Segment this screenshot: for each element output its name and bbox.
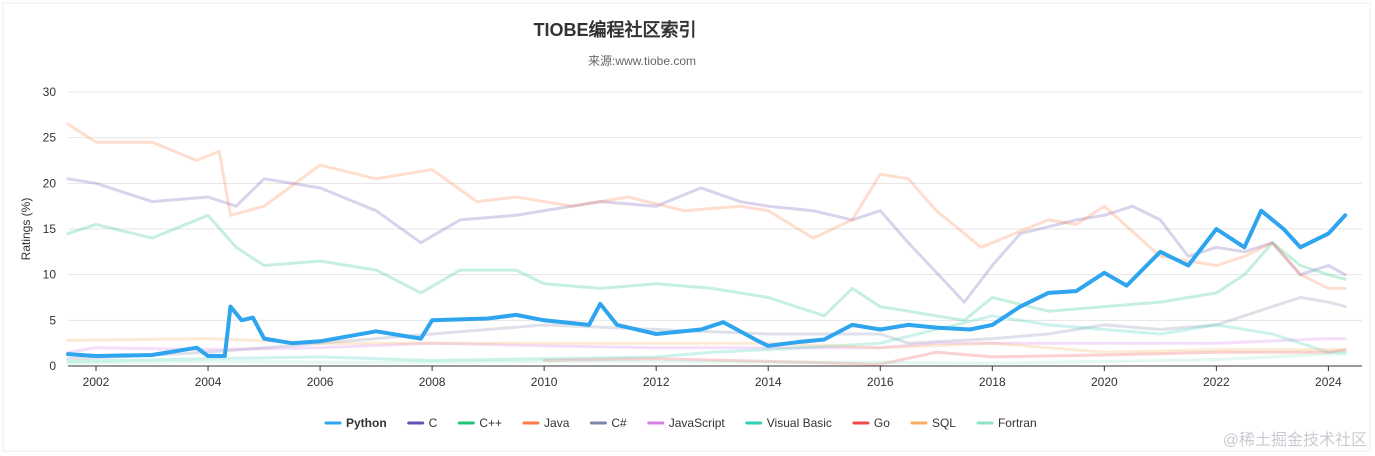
legend[interactable]: Python C C++ Java C# JavaScript Visual Basic Go…	[324, 416, 1037, 430]
series-line-fortran	[66, 352, 1347, 365]
y-tick-label: 5	[49, 313, 56, 327]
legend-label: C#	[611, 416, 627, 430]
legend-item-visual-basic[interactable]: Visual Basic	[745, 416, 832, 430]
legend-item-go[interactable]: Go	[852, 416, 890, 430]
legend-label: Java	[544, 416, 570, 430]
y-axis-ticks: 0 5 10 15 20 25 30	[43, 85, 57, 373]
series-line-python	[66, 208, 1348, 358]
y-tick-label: 25	[43, 131, 57, 145]
x-tick-label: 2006	[307, 375, 334, 389]
legend-label: Visual Basic	[767, 416, 832, 430]
x-tick-label: 2020	[1091, 375, 1118, 389]
chart-subtitle: 来源:www.tiobe.com	[587, 54, 697, 68]
legend-item-sql[interactable]: SQL	[910, 416, 956, 430]
grid-lines	[68, 91, 1362, 321]
legend-item-fortran[interactable]: Fortran	[976, 416, 1037, 430]
watermark: @稀土掘金技术社区	[1222, 432, 1367, 449]
legend-label: Python	[346, 416, 387, 430]
y-axis-label: Ratings (%)	[19, 198, 33, 261]
legend-label: C++	[479, 416, 502, 430]
x-tick-label: 2018	[979, 375, 1006, 389]
series-line-go	[542, 348, 1347, 366]
chart-title: TIOBE编程社区索引	[533, 20, 697, 40]
legend-item-python[interactable]: Python	[324, 416, 387, 430]
series-line-c	[66, 177, 1347, 304]
y-tick-label: 0	[49, 359, 56, 373]
x-tick-label: 2010	[531, 375, 558, 389]
x-tick-label: 2002	[83, 375, 110, 389]
series-line-sql	[66, 337, 1347, 354]
series-line-visual-basic	[66, 314, 1347, 363]
legend-item-c[interactable]: C	[407, 416, 438, 430]
x-tick-label: 2004	[195, 375, 222, 389]
legend-item-java[interactable]: Java	[522, 416, 570, 430]
y-tick-label: 15	[43, 222, 57, 236]
x-tick-label: 2022	[1203, 375, 1230, 389]
x-axis: 2002 2004 2006 2008 2010 2012 2014 2016 2018 2020…	[68, 365, 1362, 389]
legend-label: JavaScript	[669, 416, 726, 430]
x-tick-label: 2008	[419, 375, 446, 389]
legend-item-javascript[interactable]: JavaScript	[647, 416, 726, 430]
legend-item-c-[interactable]: C#	[589, 416, 627, 430]
legend-label: C	[429, 416, 438, 430]
x-tick-label: 2024	[1315, 375, 1342, 389]
legend-label: Fortran	[998, 416, 1037, 430]
legend-item-c-[interactable]: C++	[457, 416, 502, 430]
legend-label: Go	[874, 416, 890, 430]
y-tick-label: 20	[43, 176, 57, 190]
x-tick-label: 2012	[643, 375, 670, 389]
series-line-java	[66, 122, 1347, 290]
series-lines	[66, 122, 1348, 366]
legend-label: SQL	[932, 416, 956, 430]
y-tick-label: 10	[43, 268, 57, 282]
x-tick-label: 2016	[867, 375, 894, 389]
y-tick-label: 30	[43, 85, 57, 99]
x-tick-label: 2014	[755, 375, 782, 389]
series-line-c-	[66, 213, 1347, 322]
